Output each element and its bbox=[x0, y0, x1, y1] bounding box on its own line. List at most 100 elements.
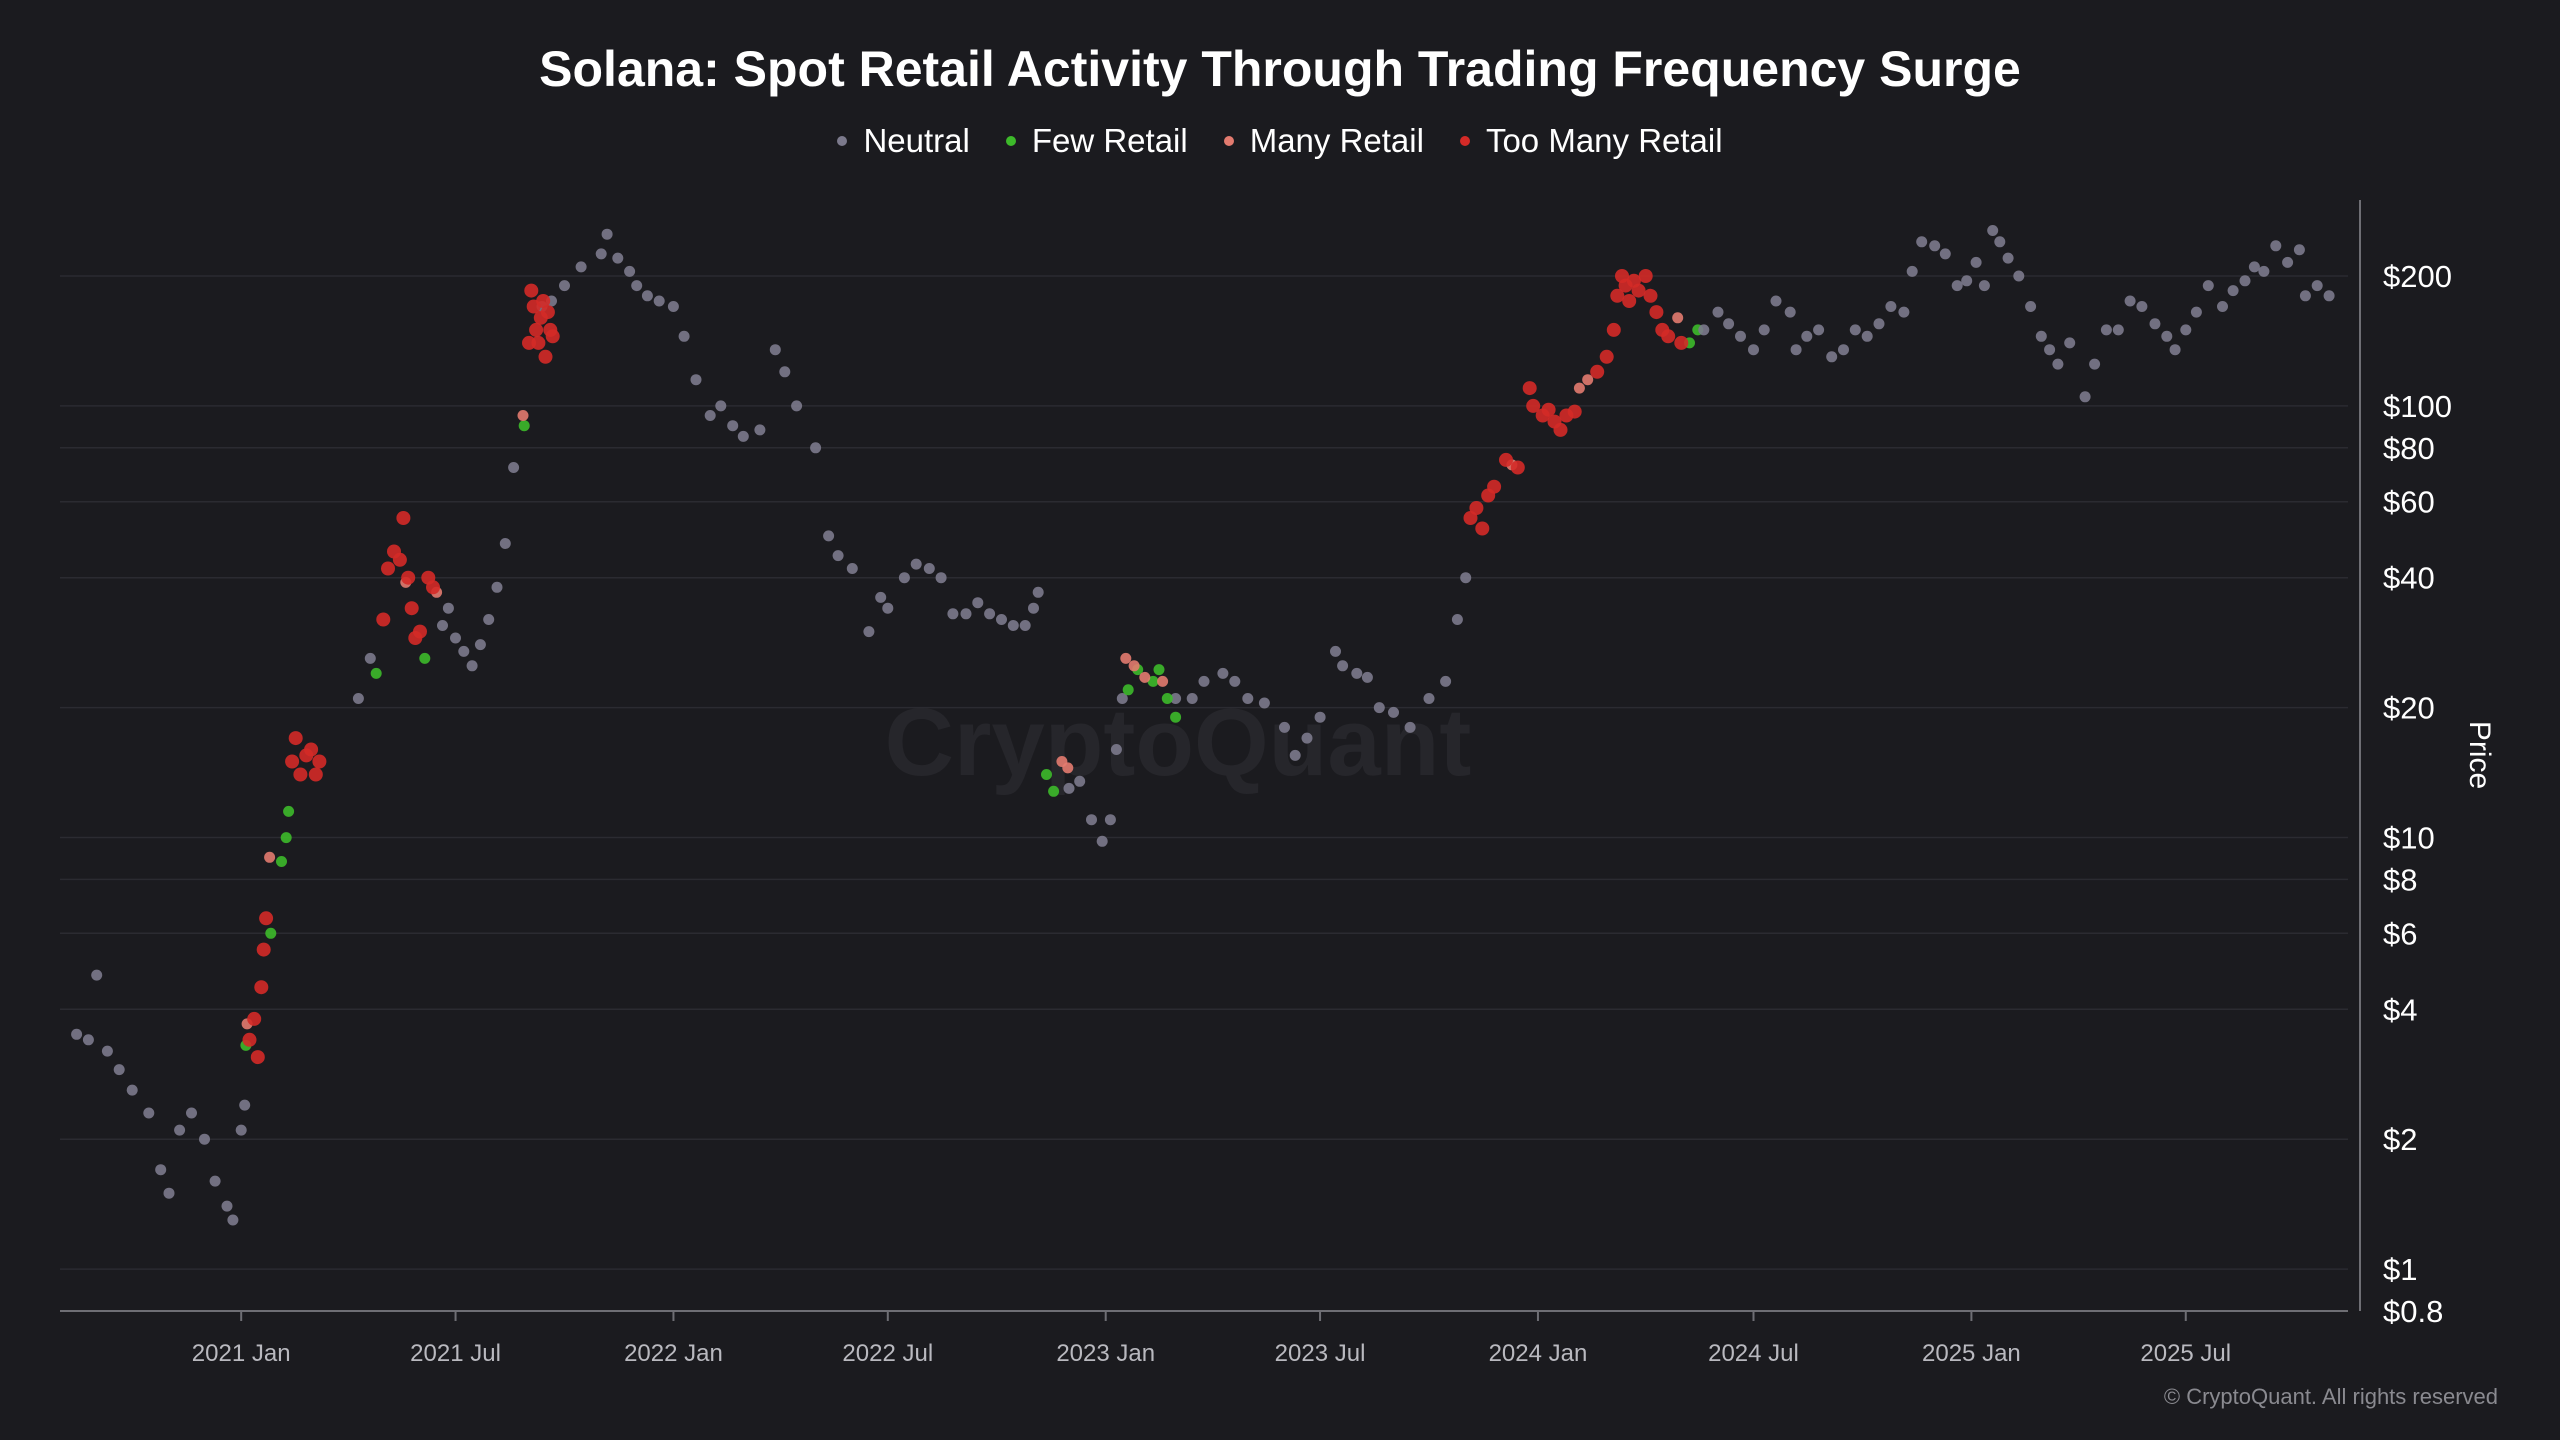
point-neutral bbox=[1961, 275, 1973, 287]
copyright-text: © CryptoQuant. All rights reserved bbox=[2163, 1384, 2498, 1409]
point-neutral bbox=[631, 280, 643, 292]
legend-item-few-retail[interactable]: Few Retail bbox=[1005, 122, 1188, 160]
point-neutral bbox=[2149, 318, 2161, 330]
point-neutral bbox=[1229, 675, 1241, 687]
point-neutral bbox=[667, 301, 679, 312]
point-neutral bbox=[898, 572, 910, 584]
legend-item-too-many-retail[interactable]: Too Many Retail bbox=[1459, 122, 1723, 160]
legend-label-many-retail: Many Retail bbox=[1249, 122, 1424, 159]
legend-item-many-retail[interactable]: Many Retail bbox=[1223, 122, 1424, 160]
point-neutral bbox=[641, 290, 653, 302]
y-tick-label: $100 bbox=[2383, 389, 2452, 424]
point-neutral bbox=[227, 1214, 239, 1226]
point-few-retail bbox=[276, 856, 287, 867]
point-too-many-retail bbox=[545, 329, 560, 344]
point-neutral bbox=[1970, 256, 1982, 268]
point-neutral bbox=[704, 410, 716, 421]
point-too-many-retail bbox=[392, 552, 407, 567]
point-neutral bbox=[1289, 749, 1301, 761]
point-few-retail bbox=[280, 832, 292, 844]
y-tick-label: $40 bbox=[2383, 561, 2435, 596]
x-axis-ticks: 2021 Jan 2021 Jul 2022 Jan 2022 Jul 2023 Jan… bbox=[192, 1311, 2231, 1367]
point-neutral bbox=[1929, 240, 1941, 252]
point-many-retail bbox=[1582, 374, 1594, 386]
point-too-many-retail bbox=[1674, 335, 1689, 350]
legend-item-neutral[interactable]: Neutral bbox=[837, 122, 970, 160]
y-tick-label: $10 bbox=[2383, 821, 2435, 856]
point-too-many-retail bbox=[1526, 398, 1541, 413]
legend-marker-many-retail bbox=[1223, 136, 1234, 146]
point-too-many-retail bbox=[529, 322, 544, 337]
point-neutral bbox=[1951, 280, 1963, 292]
point-too-many-retail bbox=[1590, 364, 1605, 379]
point-few-retail bbox=[1122, 684, 1134, 696]
point-neutral bbox=[1361, 671, 1373, 683]
point-neutral bbox=[846, 563, 858, 574]
point-too-many-retail bbox=[1606, 322, 1621, 337]
point-neutral bbox=[2217, 301, 2228, 312]
point-neutral bbox=[2100, 324, 2112, 336]
legend-label-few-retail: Few Retail bbox=[1031, 122, 1188, 159]
point-neutral bbox=[832, 550, 844, 562]
point-neutral bbox=[2227, 285, 2239, 297]
point-neutral bbox=[221, 1200, 233, 1212]
point-neutral bbox=[1838, 344, 1849, 356]
point-neutral bbox=[1110, 744, 1122, 755]
point-few-retail bbox=[518, 420, 530, 432]
point-too-many-retail bbox=[376, 612, 391, 627]
point-many-retail bbox=[1573, 382, 1585, 394]
point-neutral bbox=[2025, 301, 2037, 312]
point-neutral bbox=[612, 252, 624, 264]
point-too-many-retail bbox=[1567, 404, 1582, 419]
point-neutral bbox=[91, 969, 103, 981]
point-neutral bbox=[508, 462, 520, 473]
point-neutral bbox=[1978, 280, 1990, 292]
point-many-retail bbox=[1139, 671, 1151, 683]
legend-marker-too-many-retail bbox=[1459, 136, 1470, 146]
point-neutral bbox=[1873, 318, 1885, 330]
point-neutral bbox=[143, 1107, 155, 1119]
point-neutral bbox=[1279, 721, 1290, 733]
point-neutral bbox=[2044, 344, 2056, 356]
point-too-many-retail bbox=[531, 335, 546, 350]
point-neutral bbox=[2035, 330, 2047, 342]
point-neutral bbox=[1813, 324, 1825, 336]
point-neutral bbox=[1735, 330, 1746, 342]
point-few-retail bbox=[370, 667, 382, 679]
point-neutral bbox=[947, 608, 959, 620]
point-neutral bbox=[1074, 775, 1086, 787]
y-tick-label: $0.8 bbox=[2383, 1294, 2443, 1329]
point-neutral bbox=[601, 228, 613, 240]
point-neutral bbox=[2136, 301, 2148, 312]
point-neutral bbox=[2293, 244, 2305, 256]
point-too-many-retail bbox=[401, 570, 416, 585]
point-neutral bbox=[1790, 344, 1802, 356]
point-too-many-retail bbox=[1522, 381, 1537, 396]
point-too-many-retail bbox=[312, 754, 327, 769]
point-neutral bbox=[1028, 602, 1039, 614]
point-too-many-retail bbox=[250, 1050, 265, 1065]
point-too-many-retail bbox=[1622, 294, 1637, 308]
point-neutral bbox=[1849, 324, 1861, 336]
point-neutral bbox=[1019, 620, 1031, 631]
point-too-many-retail bbox=[293, 767, 308, 782]
point-few-retail bbox=[1170, 711, 1182, 723]
point-neutral bbox=[2180, 324, 2192, 336]
point-many-retail bbox=[1062, 762, 1074, 774]
point-neutral bbox=[2089, 358, 2101, 370]
point-neutral bbox=[1096, 835, 1108, 847]
point-neutral bbox=[199, 1133, 210, 1145]
point-neutral bbox=[458, 645, 470, 657]
point-too-many-retail bbox=[1499, 452, 1513, 467]
point-neutral bbox=[863, 626, 875, 638]
point-neutral bbox=[595, 248, 607, 260]
point-neutral bbox=[882, 602, 894, 614]
point-neutral bbox=[1258, 697, 1270, 709]
point-neutral bbox=[2161, 330, 2173, 342]
point-neutral bbox=[923, 563, 935, 574]
point-neutral bbox=[163, 1187, 175, 1199]
point-too-many-retail bbox=[1541, 402, 1556, 417]
point-neutral bbox=[1242, 693, 1254, 704]
point-neutral bbox=[559, 280, 570, 292]
